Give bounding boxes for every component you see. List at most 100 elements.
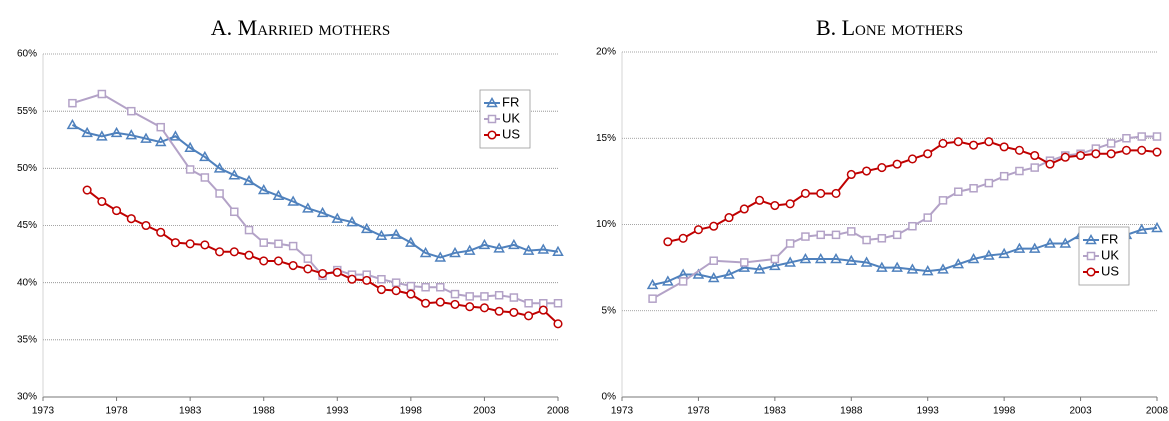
x-tick-label: 2008	[547, 406, 570, 417]
point-marker	[906, 263, 919, 274]
legend-label: US	[1101, 263, 1119, 278]
point-marker	[739, 204, 749, 214]
point-marker	[487, 114, 497, 124]
y-tick-label: 50%	[17, 163, 37, 174]
point-marker	[938, 196, 948, 205]
point-marker	[938, 138, 948, 148]
point-marker	[693, 225, 703, 235]
legend-label: UK	[1101, 247, 1119, 262]
point-marker	[908, 221, 917, 231]
y-tick-label: 20%	[596, 47, 616, 58]
point-marker	[229, 247, 239, 257]
point-marker	[648, 294, 657, 303]
point-marker	[213, 162, 226, 173]
point-marker	[1028, 242, 1041, 253]
point-marker	[1059, 237, 1072, 248]
series-line	[71, 124, 559, 259]
point-marker	[847, 227, 856, 236]
point-marker	[273, 256, 283, 266]
point-marker	[170, 238, 180, 248]
point-marker	[156, 227, 166, 237]
point-marker	[450, 289, 460, 299]
point-marker	[230, 207, 239, 217]
point-marker	[740, 258, 749, 267]
point-marker	[288, 241, 298, 251]
point-marker	[97, 196, 107, 207]
point-marker	[228, 169, 241, 180]
point-marker	[662, 275, 674, 286]
point-marker	[390, 228, 402, 239]
point-marker	[999, 142, 1009, 152]
point-marker	[96, 130, 108, 141]
point-marker	[112, 206, 122, 216]
point-marker	[1121, 145, 1131, 155]
point-marker	[984, 137, 994, 147]
point-marker	[1106, 139, 1116, 148]
point-marker	[1091, 149, 1101, 159]
point-marker	[876, 261, 888, 272]
point-marker	[493, 242, 505, 253]
point-marker	[937, 263, 949, 274]
point-marker	[243, 174, 255, 186]
point-marker	[391, 286, 401, 296]
point-marker	[303, 264, 313, 274]
point-marker	[538, 305, 548, 315]
point-marker	[998, 247, 1010, 259]
point-marker	[537, 243, 550, 254]
x-tick-label: 1978	[687, 406, 710, 417]
point-marker	[257, 184, 270, 195]
point-marker	[1086, 267, 1096, 277]
point-marker	[125, 129, 138, 140]
point-marker	[1015, 166, 1024, 176]
point-marker	[406, 289, 416, 299]
point-marker	[509, 293, 519, 302]
point-marker	[215, 247, 225, 257]
point-marker	[140, 132, 152, 143]
point-marker	[316, 206, 329, 218]
point-marker	[302, 202, 314, 213]
x-tick-label: 1983	[179, 406, 202, 417]
x-tick-label: 1998	[400, 406, 423, 417]
point-marker	[391, 278, 401, 287]
point-marker	[185, 239, 195, 249]
point-marker	[831, 230, 841, 240]
point-marker	[785, 239, 795, 248]
point-marker	[68, 98, 77, 108]
point-marker	[1013, 242, 1026, 253]
point-marker	[1086, 251, 1096, 261]
point-marker	[1151, 221, 1163, 233]
point-marker	[770, 254, 780, 264]
point-marker	[969, 140, 979, 150]
point-marker	[360, 222, 373, 234]
point-marker	[969, 184, 978, 193]
point-marker	[463, 244, 476, 255]
x-tick-label: 1983	[764, 406, 787, 417]
y-tick-label: 55%	[17, 106, 37, 117]
point-marker	[480, 292, 489, 301]
point-marker	[127, 106, 136, 116]
point-marker	[419, 246, 432, 258]
point-marker	[723, 268, 735, 279]
point-marker	[200, 173, 210, 182]
point-marker	[646, 278, 659, 290]
point-marker	[524, 311, 534, 321]
y-tick-label: 10%	[596, 219, 616, 230]
x-tick-label: 1993	[917, 406, 940, 417]
point-marker	[753, 263, 766, 274]
point-marker	[141, 220, 151, 231]
point-marker	[1122, 134, 1131, 143]
point-marker	[923, 213, 932, 222]
point-marker	[799, 252, 812, 264]
point-marker	[185, 165, 195, 174]
chart-panel: B. Lone mothers 0% 5% 10% 15% 20% 1973 1978 1983…	[596, 15, 1169, 417]
point-marker	[288, 260, 298, 271]
point-marker	[814, 252, 827, 264]
point-marker	[318, 268, 328, 279]
x-tick-label: 1988	[253, 406, 276, 417]
point-marker	[244, 250, 254, 260]
point-marker	[846, 169, 856, 180]
point-marker	[1106, 149, 1116, 159]
point-marker	[800, 188, 810, 198]
